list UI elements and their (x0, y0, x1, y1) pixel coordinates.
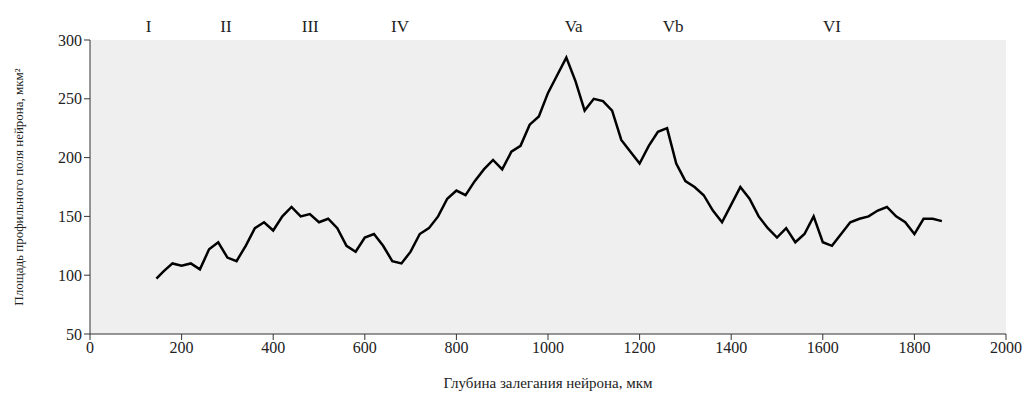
svg-text:800: 800 (444, 339, 468, 356)
svg-text:1600: 1600 (807, 339, 839, 356)
svg-text:600: 600 (353, 339, 377, 356)
svg-text:100: 100 (58, 267, 82, 284)
svg-text:0: 0 (86, 339, 94, 356)
svg-text:III: III (302, 17, 319, 36)
svg-text:2000: 2000 (990, 339, 1022, 356)
svg-text:250: 250 (58, 90, 82, 107)
svg-text:II: II (220, 17, 232, 36)
svg-text:150: 150 (58, 208, 82, 225)
svg-text:I: I (146, 17, 152, 36)
svg-text:50: 50 (66, 326, 82, 343)
svg-text:VI: VI (823, 17, 841, 36)
svg-text:1200: 1200 (624, 339, 656, 356)
svg-text:Глубина залегания нейрона, мкм: Глубина залегания нейрона, мкм (444, 375, 653, 391)
svg-text:200: 200 (58, 149, 82, 166)
svg-text:Va: Va (565, 17, 583, 36)
svg-text:1000: 1000 (532, 339, 564, 356)
svg-text:IV: IV (391, 17, 410, 36)
svg-text:400: 400 (261, 339, 285, 356)
svg-text:300: 300 (58, 32, 82, 49)
svg-text:Vb: Vb (663, 17, 684, 36)
svg-text:200: 200 (170, 339, 194, 356)
svg-text:1800: 1800 (898, 339, 930, 356)
svg-text:1400: 1400 (715, 339, 747, 356)
svg-text:Площадь профильного поля нейро: Площадь профильного поля нейрона, мкм² (11, 68, 26, 306)
